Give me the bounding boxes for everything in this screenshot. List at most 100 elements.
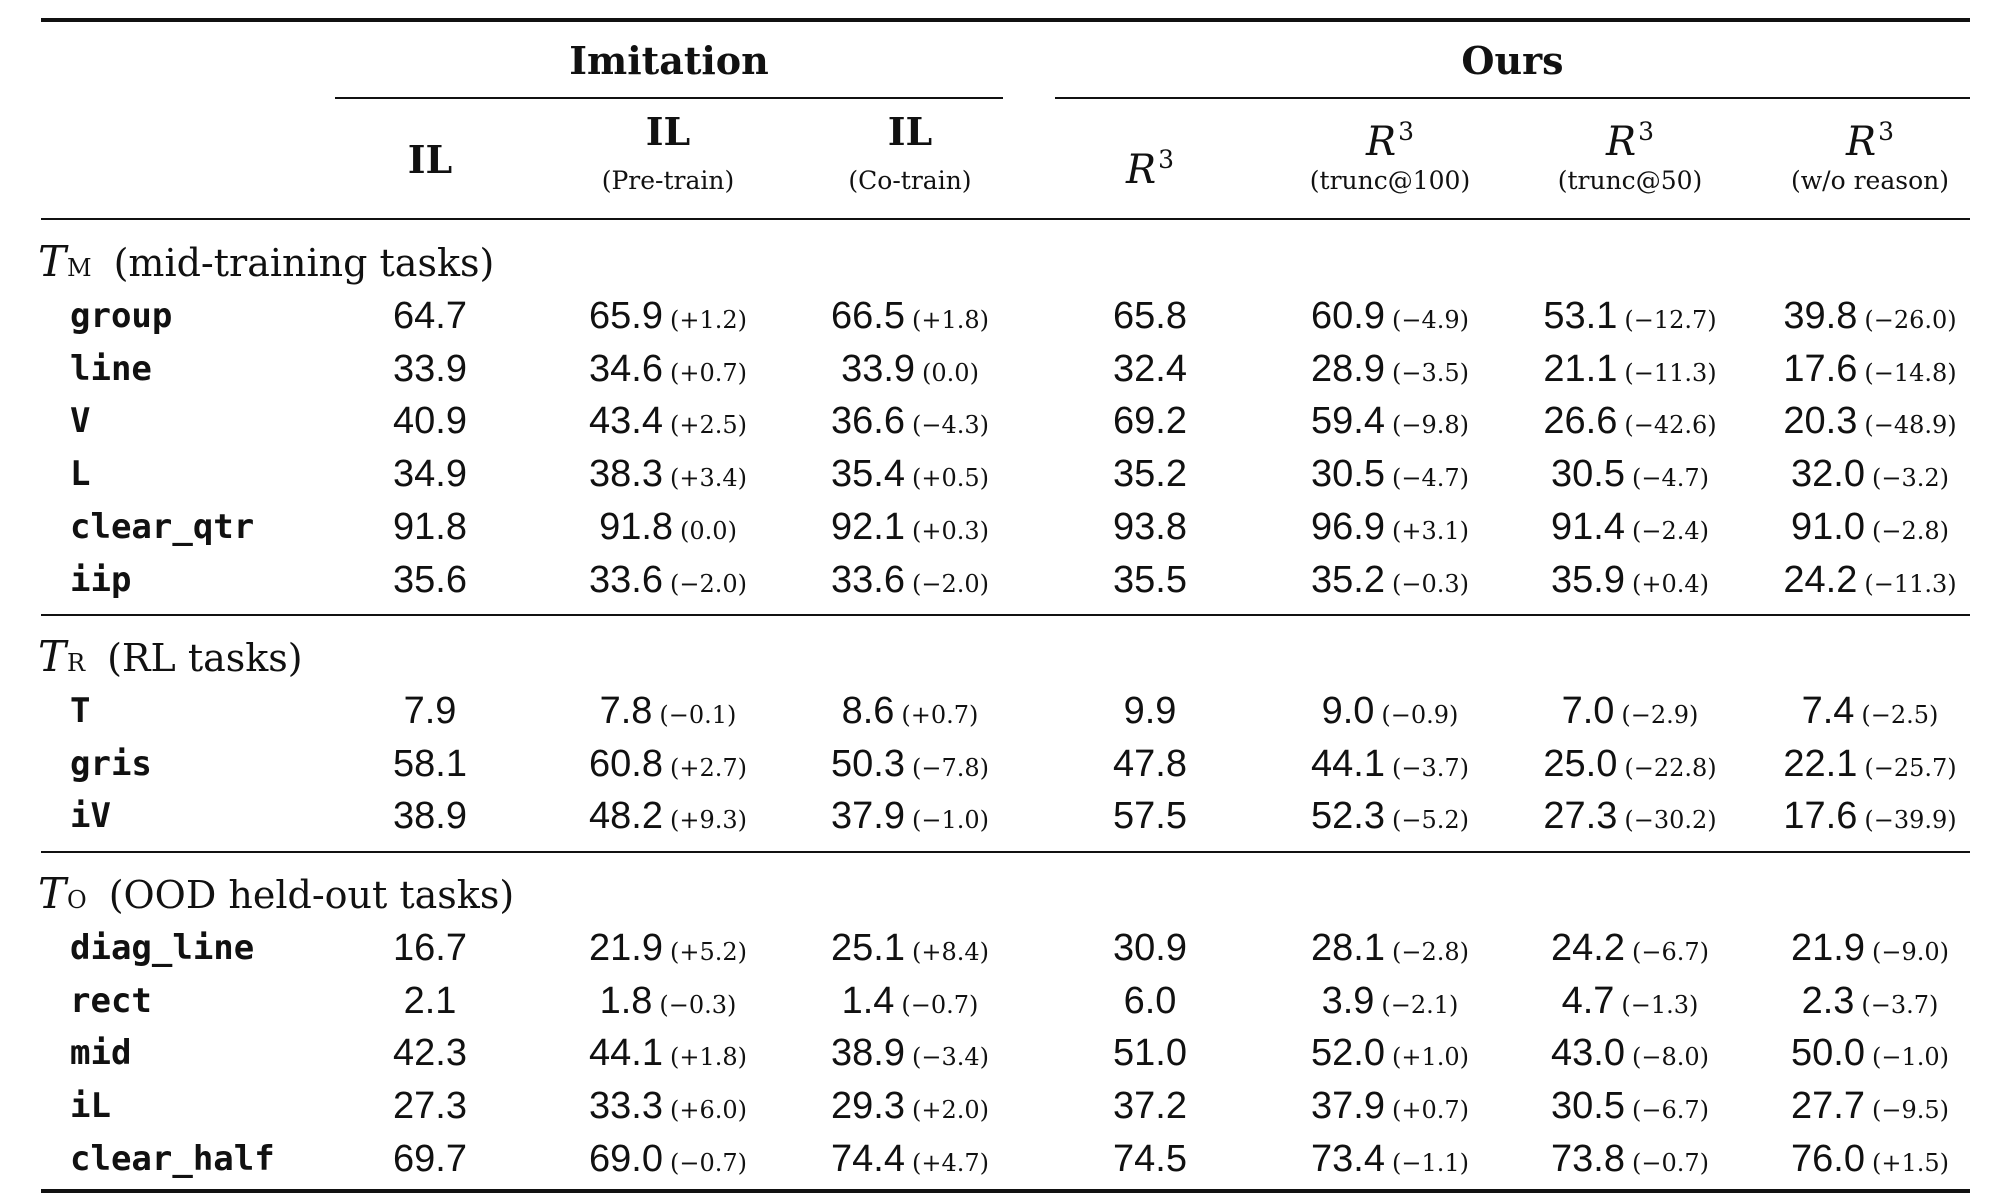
cell-delta: (+2.0) bbox=[911, 1096, 989, 1124]
table-cell: 35.2 (−0.3) bbox=[1270, 554, 1510, 606]
column-header-sublabel: (trunc@100) bbox=[1309, 166, 1471, 195]
section-label: (OOD held-out tasks) bbox=[108, 873, 515, 917]
cell-delta: (−6.7) bbox=[1631, 1096, 1709, 1124]
cell-value: 30.5 bbox=[1311, 453, 1385, 495]
cell-delta: (−0.9) bbox=[1381, 701, 1459, 729]
cell-value: 33.9 bbox=[841, 348, 916, 390]
cell-value: 24.2 bbox=[1551, 927, 1625, 969]
table-cell: 22.1 (−25.7) bbox=[1750, 738, 1990, 790]
cell-value: 93.8 bbox=[1113, 506, 1187, 548]
cell-value: 33.6 bbox=[831, 559, 905, 601]
cell-value: 17.6 bbox=[1783, 795, 1858, 837]
cell-value: 37.9 bbox=[831, 795, 905, 837]
cell-value: 96.9 bbox=[1311, 506, 1385, 548]
cell-value: 44.1 bbox=[1311, 743, 1385, 785]
table-cell: 44.1 (+1.8) bbox=[548, 1027, 788, 1079]
column-header-label: R3 bbox=[1845, 117, 1895, 165]
cell-value: 73.8 bbox=[1551, 1138, 1625, 1180]
cell-value: 27.3 bbox=[1543, 795, 1618, 837]
group-underline bbox=[1055, 97, 1970, 99]
task-name: V bbox=[70, 401, 91, 441]
table-cell: 27.3 (−30.2) bbox=[1510, 790, 1750, 842]
cell-delta: (+6.0) bbox=[669, 1096, 747, 1124]
section-label: (mid-training tasks) bbox=[113, 241, 495, 285]
cell-value: 7.4 bbox=[1801, 690, 1855, 732]
cell-delta: (−26.0) bbox=[1864, 306, 1957, 334]
cell-value: 32.0 bbox=[1791, 453, 1865, 495]
cell-value: 6.0 bbox=[1123, 980, 1177, 1022]
task-name: iV bbox=[70, 796, 111, 836]
table-cell: 24.2 (−11.3) bbox=[1750, 554, 1990, 606]
table-cell: 37.9 (−1.0) bbox=[790, 790, 1030, 842]
table-cell: 35.4 (+0.5) bbox=[790, 448, 1030, 500]
table-cell: 1.4 (−0.7) bbox=[790, 975, 1030, 1027]
cell-value: 65.8 bbox=[1113, 295, 1187, 337]
section-label: (RL tasks) bbox=[107, 636, 303, 680]
cell-delta: (−6.7) bbox=[1631, 938, 1709, 966]
cell-value: 35.4 bbox=[831, 453, 905, 495]
cell-value: 38.9 bbox=[831, 1032, 905, 1074]
group-underline bbox=[335, 97, 1003, 99]
cell-delta: (−0.7) bbox=[1631, 1149, 1709, 1177]
table-cell: 65.9 (+1.2) bbox=[548, 290, 788, 342]
cell-value: 25.1 bbox=[831, 927, 905, 969]
cell-value: 33.3 bbox=[589, 1085, 663, 1127]
task-name: T bbox=[70, 691, 91, 731]
table-cell: 74.5 bbox=[1030, 1133, 1270, 1185]
cell-delta: (−1.0) bbox=[911, 806, 989, 834]
table-cell: 73.4 (−1.1) bbox=[1270, 1133, 1510, 1185]
column-header: R3 bbox=[1030, 102, 1270, 218]
column-header-superscript: 3 bbox=[1158, 145, 1175, 174]
table-cell: 69.0 (−0.7) bbox=[548, 1133, 788, 1185]
cell-value: 91.4 bbox=[1551, 506, 1625, 548]
table-cell: 35.6 bbox=[310, 554, 550, 606]
cell-delta: (−3.7) bbox=[1391, 754, 1469, 782]
cell-delta: (0.0) bbox=[922, 359, 979, 387]
table-cell: 36.6 (−4.3) bbox=[790, 395, 1030, 447]
table-cell: 92.1 (+0.3) bbox=[790, 501, 1030, 553]
task-name: group bbox=[70, 296, 173, 336]
table-cell: 48.2 (+9.3) bbox=[548, 790, 788, 842]
table-cell: 76.0 (+1.5) bbox=[1750, 1133, 1990, 1185]
cell-delta: (−0.3) bbox=[1391, 570, 1469, 598]
table-cell: 69.7 bbox=[310, 1133, 550, 1185]
table-cell: 3.9 (−2.1) bbox=[1270, 975, 1510, 1027]
table-cell: 33.6 (−2.0) bbox=[548, 554, 788, 606]
cell-delta: (+1.8) bbox=[669, 1043, 747, 1071]
cell-value: 44.1 bbox=[589, 1032, 663, 1074]
cell-delta: (−25.7) bbox=[1864, 754, 1957, 782]
cell-delta: (−3.4) bbox=[911, 1043, 989, 1071]
cell-value: 38.9 bbox=[393, 795, 467, 837]
cell-delta: (−8.0) bbox=[1631, 1043, 1709, 1071]
cell-delta: (−42.6) bbox=[1624, 411, 1717, 439]
cell-delta: (+1.0) bbox=[1391, 1043, 1469, 1071]
cell-delta: (−3.2) bbox=[1871, 464, 1949, 492]
cell-delta: (−5.2) bbox=[1391, 806, 1469, 834]
table-cell: 43.4 (+2.5) bbox=[548, 395, 788, 447]
cell-delta: (−0.1) bbox=[659, 701, 737, 729]
cell-delta: (−2.0) bbox=[669, 570, 747, 598]
cell-value: 66.5 bbox=[831, 295, 905, 337]
cell-delta: (−1.1) bbox=[1391, 1149, 1469, 1177]
section-symbol-subscript: R bbox=[67, 649, 86, 677]
table-cell: 33.3 (+6.0) bbox=[548, 1080, 788, 1132]
cell-delta: (−12.7) bbox=[1624, 306, 1717, 334]
table-cell: 34.6 (+0.7) bbox=[548, 343, 788, 395]
task-name: clear_qtr bbox=[70, 507, 255, 547]
cell-delta: (−2.9) bbox=[1621, 701, 1699, 729]
column-header: R3 (trunc@100) bbox=[1270, 102, 1510, 200]
cell-value: 47.8 bbox=[1113, 743, 1187, 785]
column-header: IL (Co-train) bbox=[790, 102, 1030, 200]
cell-value: 16.7 bbox=[393, 927, 467, 969]
section-title: TO (OOD held-out tasks) bbox=[38, 868, 514, 920]
cell-value: 50.3 bbox=[831, 743, 905, 785]
column-header-label: IL bbox=[407, 137, 453, 182]
table-cell: 34.9 bbox=[310, 448, 550, 500]
section-symbol-subscript: M bbox=[67, 254, 92, 282]
table-cell: 52.3 (−5.2) bbox=[1270, 790, 1510, 842]
cell-delta: (−11.3) bbox=[1864, 570, 1957, 598]
column-header-label: IL bbox=[887, 109, 933, 154]
cell-delta: (−4.7) bbox=[1631, 464, 1709, 492]
cell-value: 48.2 bbox=[589, 795, 663, 837]
